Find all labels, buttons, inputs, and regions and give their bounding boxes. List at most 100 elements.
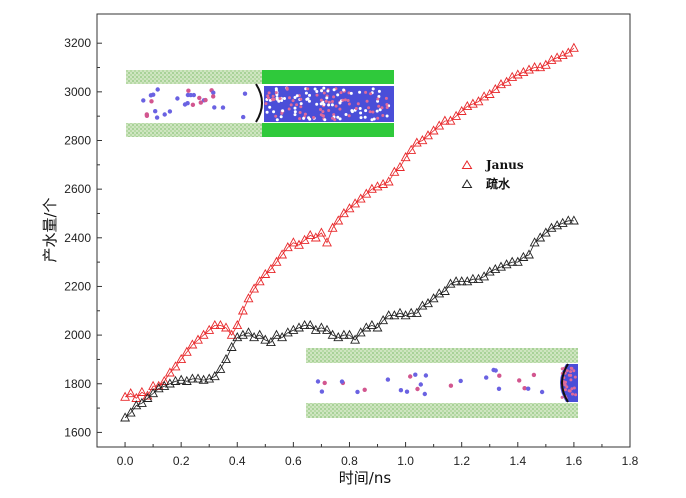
- data-point: [423, 130, 433, 140]
- molecule: [343, 98, 347, 102]
- meniscus: [255, 83, 263, 123]
- data-point: [221, 353, 231, 364]
- data-point: [136, 397, 147, 407]
- molecule: [242, 91, 248, 96]
- molecule: [569, 378, 573, 382]
- data-point: [288, 237, 299, 247]
- molecule: [299, 97, 303, 101]
- molecule: [408, 374, 413, 379]
- molecule: [319, 98, 323, 102]
- series-line: [124, 220, 574, 419]
- x-tick-label: 1.2: [453, 454, 470, 468]
- data-point: [193, 334, 203, 344]
- molecule: [291, 99, 295, 103]
- molecule: [167, 109, 173, 114]
- data-point: [451, 110, 462, 120]
- data-point: [423, 298, 433, 308]
- molecule: [175, 96, 180, 101]
- molecule: [293, 106, 297, 110]
- molecule: [371, 87, 375, 91]
- molecule: [299, 102, 303, 106]
- molecule: [308, 93, 311, 97]
- molecule: [375, 109, 379, 113]
- molecule: [570, 366, 574, 370]
- data-point: [153, 380, 164, 390]
- molecule: [336, 115, 340, 119]
- molecule: [377, 95, 381, 98]
- molecule: [531, 372, 537, 378]
- data-point: [445, 278, 456, 288]
- molecule: [315, 90, 319, 93]
- data-point: [198, 374, 209, 384]
- molecule: [338, 101, 342, 105]
- data-point: [417, 300, 428, 310]
- data-point: [322, 324, 332, 334]
- data-point: [232, 319, 243, 330]
- x-axis: 0.0 0.2 0.4 0.6 0.8 1.0 1.2 1.4 1.6 1.8: [117, 442, 639, 468]
- data-point: [456, 105, 467, 115]
- data-point: [249, 283, 260, 293]
- data-point: [400, 310, 411, 320]
- data-point: [540, 227, 551, 237]
- molecule: [320, 89, 324, 93]
- molecule: [274, 114, 278, 118]
- molecule: [270, 97, 274, 101]
- molecule: [572, 386, 576, 390]
- molecule: [299, 105, 303, 109]
- molecule: [288, 96, 291, 100]
- molecule: [364, 109, 368, 113]
- data-point: [125, 407, 136, 417]
- data-point: [131, 400, 142, 410]
- molecule: [563, 388, 567, 392]
- molecule: [347, 91, 351, 95]
- molecule: [339, 379, 345, 384]
- x-tick-label: 1.4: [509, 454, 526, 468]
- molecule: [277, 99, 281, 103]
- molecule: [319, 389, 325, 394]
- molecule: [358, 90, 362, 94]
- molecule: [378, 108, 382, 112]
- data-point: [535, 62, 546, 72]
- molecule: [295, 103, 299, 107]
- data-point: [484, 88, 495, 98]
- molecule: [293, 110, 297, 114]
- data-point: [344, 329, 355, 339]
- molecule: [198, 100, 203, 105]
- data-point: [198, 329, 209, 339]
- molecule: [327, 100, 331, 104]
- data-point: [181, 346, 192, 356]
- hydrophilic-wall-top: [262, 70, 394, 84]
- x-axis-title: 时间/ns: [339, 469, 392, 487]
- molecule: [354, 107, 358, 110]
- molecule: [272, 110, 276, 114]
- data-point: [226, 341, 237, 351]
- molecule: [369, 92, 373, 96]
- molecule: [359, 111, 363, 115]
- molecule: [368, 110, 372, 114]
- molecule: [141, 98, 146, 103]
- data-point: [383, 176, 394, 186]
- legend-label-hydrophobic: 疏水: [486, 176, 511, 191]
- data-point: [148, 388, 159, 398]
- molecule: [346, 99, 350, 102]
- y-tick-label: 2200: [64, 279, 91, 293]
- x-tick-label: 1.0: [397, 454, 414, 468]
- legend-label-janus: Janus: [485, 158, 524, 172]
- data-point: [176, 353, 187, 364]
- molecule: [563, 383, 567, 387]
- molecule: [347, 114, 351, 118]
- data-point: [428, 125, 439, 135]
- legend: Janus 疏水: [461, 158, 524, 191]
- x-tick-label: 1.8: [622, 454, 639, 468]
- data-point: [428, 293, 439, 303]
- y-tick-label: 2600: [64, 182, 91, 196]
- molecule: [186, 88, 191, 93]
- molecule: [324, 99, 328, 103]
- molecule: [203, 97, 208, 103]
- data-point: [507, 256, 518, 266]
- molecule: [144, 113, 150, 119]
- molecule: [188, 92, 193, 98]
- data-point: [467, 273, 478, 283]
- molecule: [151, 92, 156, 97]
